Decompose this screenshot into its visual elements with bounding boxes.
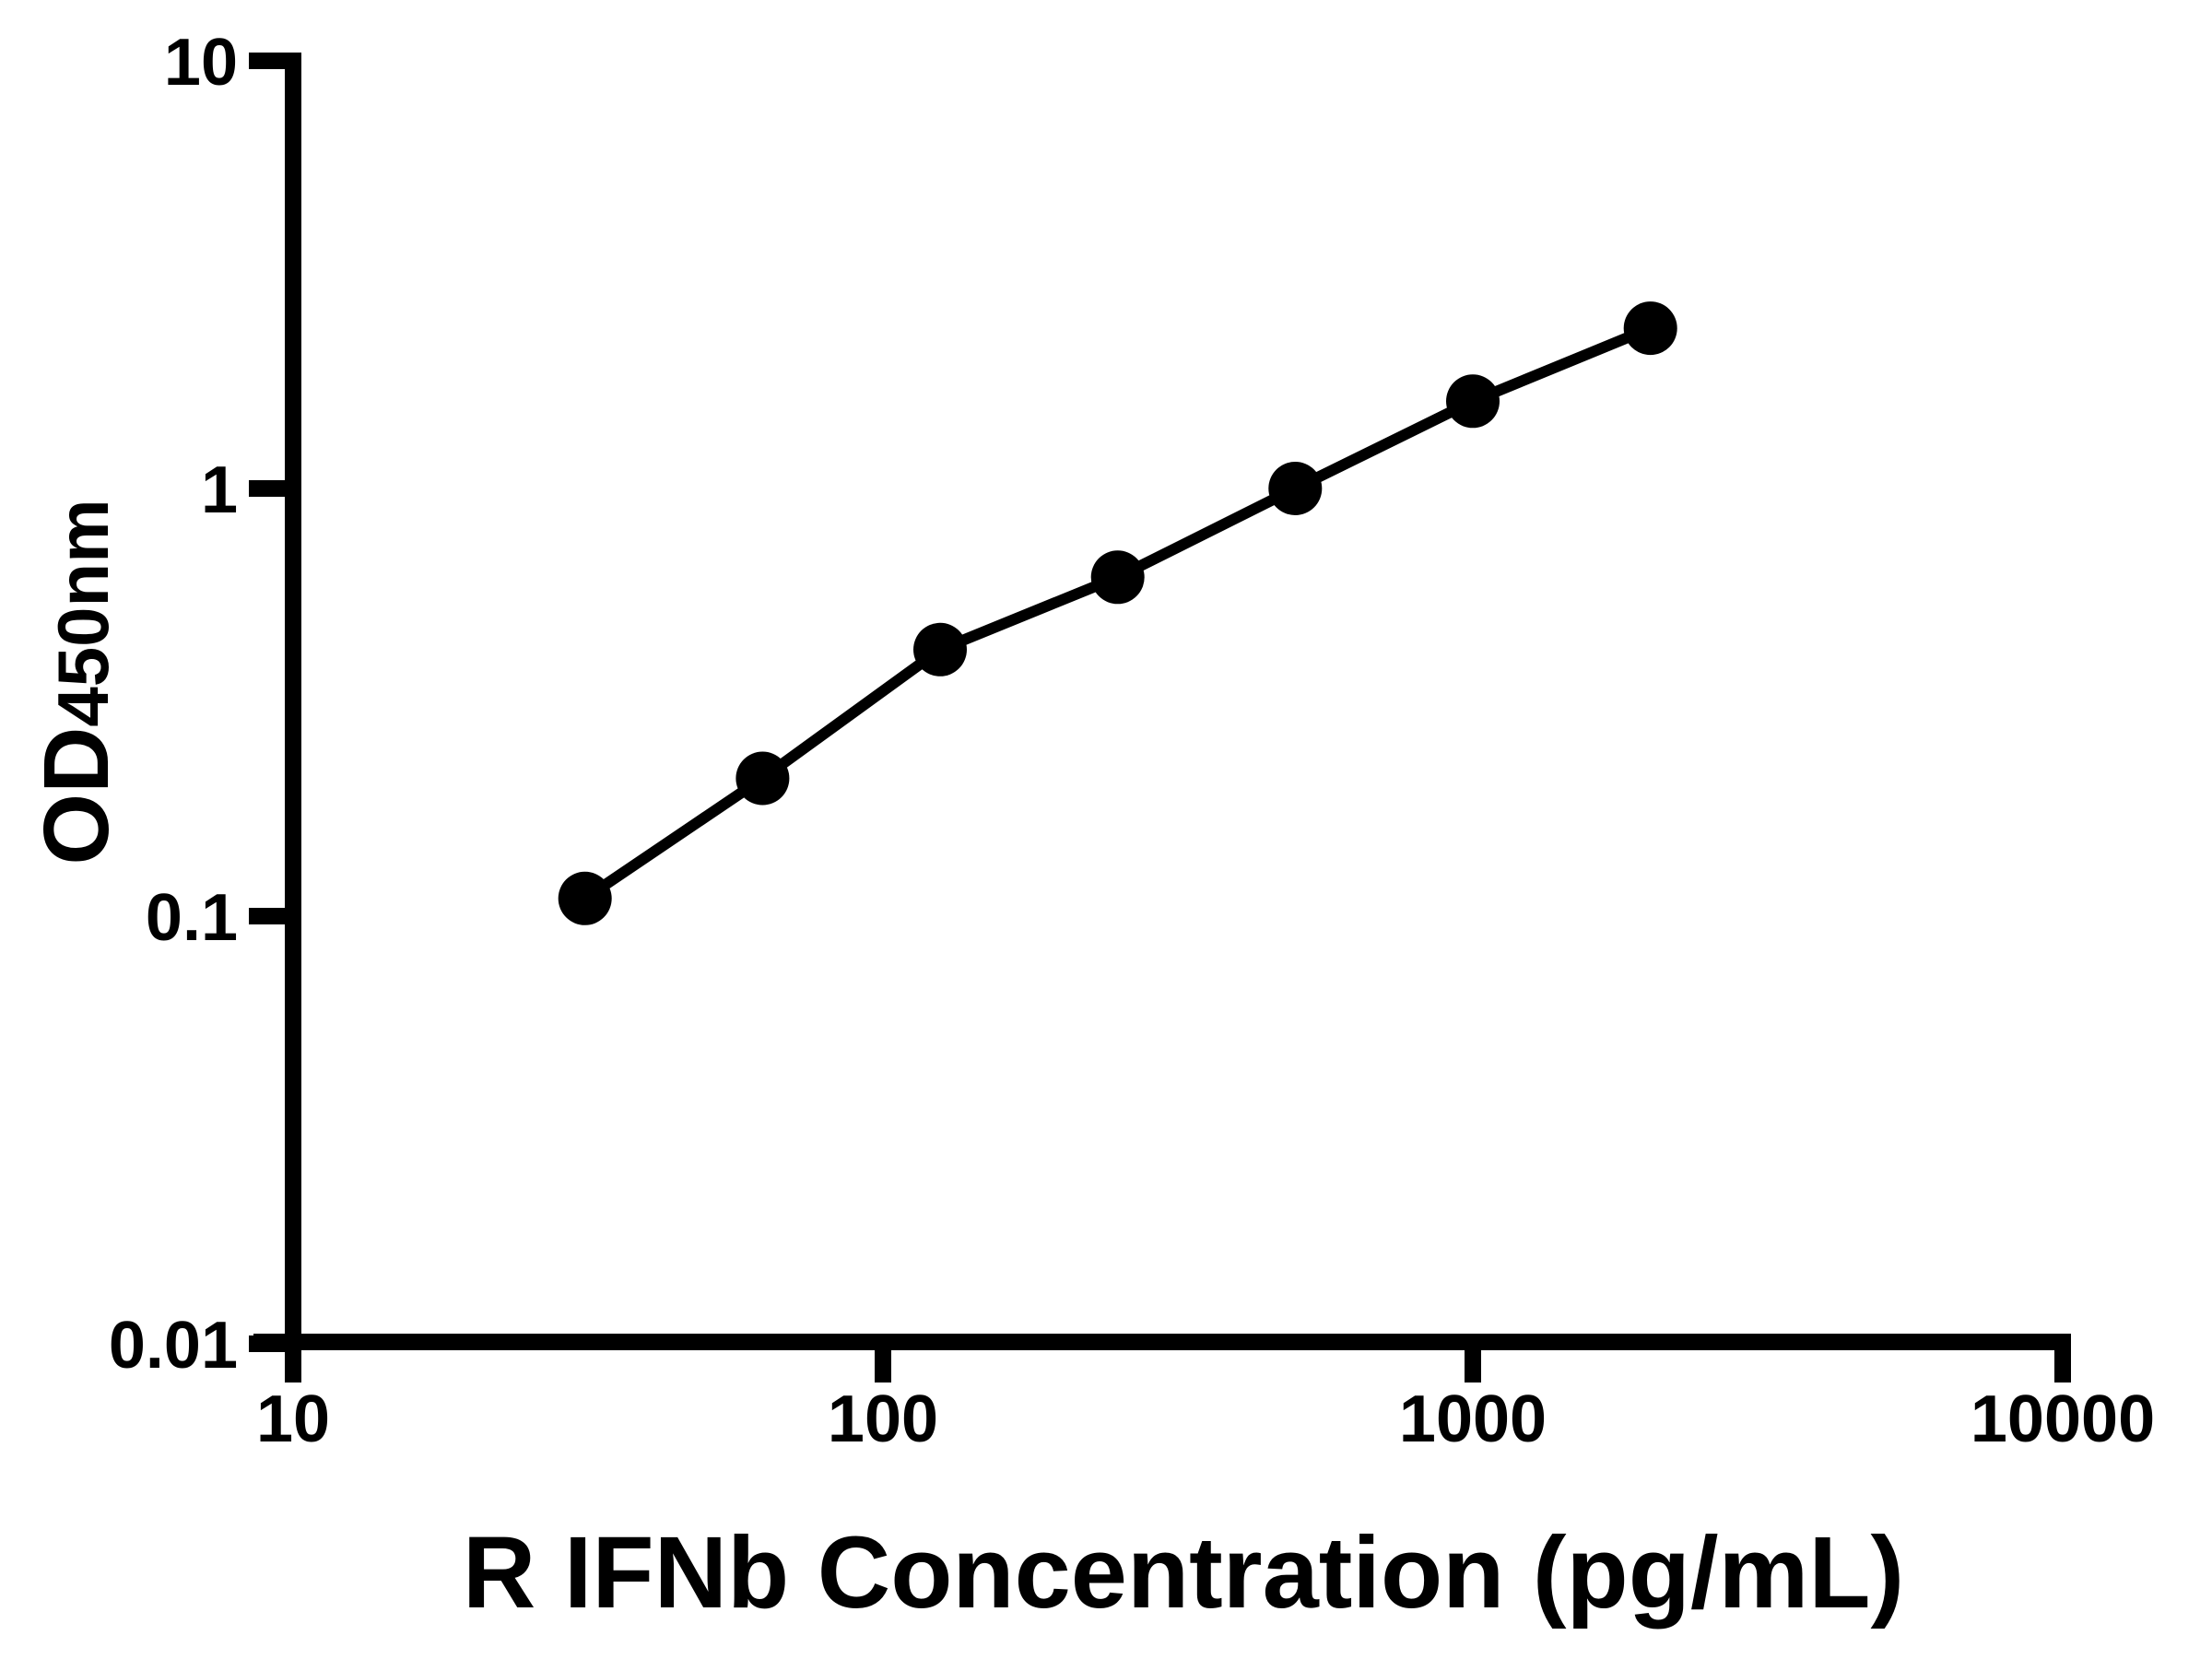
x-tick-label: 10 bbox=[256, 1382, 330, 1456]
data-point bbox=[558, 871, 612, 925]
y-axis-title: OD450nm bbox=[25, 499, 128, 865]
data-point bbox=[1446, 374, 1500, 429]
y-tick-label: 1 bbox=[201, 453, 238, 527]
data-point bbox=[1268, 462, 1323, 515]
x-axis-title: R IFNb Concentration (pg/mL) bbox=[463, 1516, 1904, 1630]
plot-area: 0.01 0.1 1 10 10 100 1000 10000 bbox=[109, 26, 2155, 1456]
data-point bbox=[1090, 550, 1145, 605]
data-point bbox=[1623, 301, 1677, 356]
x-tick-label: 10000 bbox=[1971, 1382, 2155, 1456]
x-tick-label: 1000 bbox=[1399, 1382, 1547, 1456]
y-tick-label: 10 bbox=[164, 26, 238, 100]
y-axis-title-subscript: 450nm bbox=[42, 499, 124, 726]
data-point bbox=[735, 751, 790, 806]
x-tick-label: 100 bbox=[828, 1382, 938, 1456]
y-tick-label: 0.1 bbox=[146, 881, 238, 955]
data-point bbox=[913, 622, 967, 677]
y-axis-title-base: OD bbox=[25, 727, 128, 865]
y-tick-label: 0.01 bbox=[109, 1309, 238, 1382]
